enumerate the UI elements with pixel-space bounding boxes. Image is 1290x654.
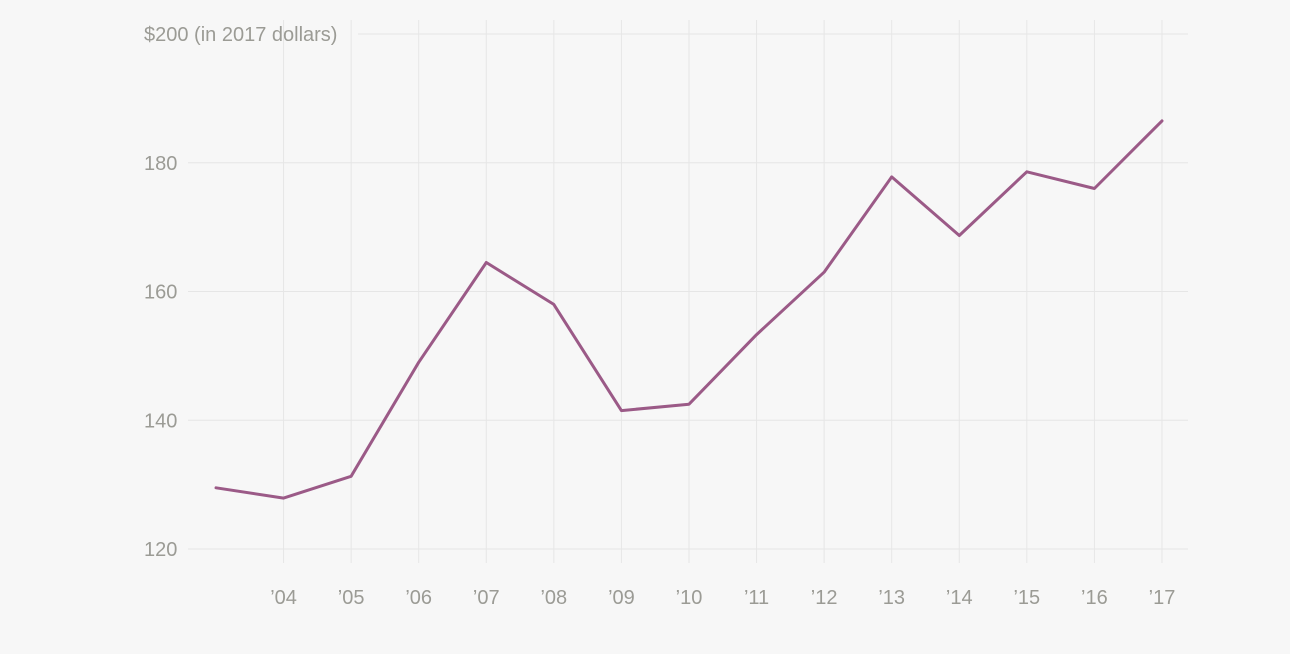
x-tick-label: ’16	[1081, 587, 1108, 609]
x-tick-label: ’07	[473, 587, 500, 609]
x-tick-label: ’06	[405, 587, 432, 609]
x-tick-label: ’09	[608, 587, 635, 609]
x-tick-label: ’11	[744, 587, 769, 609]
y-tick-label: 140	[144, 410, 177, 432]
x-tick-label: ’05	[338, 587, 365, 609]
y-tick-label: 120	[144, 539, 177, 561]
x-tick-label: ’12	[811, 587, 838, 609]
x-axis-ticks: ’04 ’05 ’06 ’07 ’08 ’09 ’10 ’11 ’12 ’13 ’14 ’15 ’16 ’…	[270, 587, 1175, 609]
x-tick-label: ’14	[946, 587, 973, 609]
x-tick-label: ’17	[1149, 587, 1176, 609]
y-tick-label: $200 (in 2017 dollars)	[144, 24, 337, 46]
x-tick-label: ’10	[676, 587, 703, 609]
y-tick-label: 180	[144, 153, 177, 175]
grid	[188, 20, 1188, 563]
x-tick-label: ’08	[540, 587, 567, 609]
x-tick-label: ’04	[270, 587, 297, 609]
x-tick-label: ’15	[1013, 587, 1040, 609]
y-tick-label: 160	[144, 282, 177, 304]
series-layer	[214, 119, 1164, 500]
y-axis-ticks: 120 140 160 180 $200 (in 2017 dollars)	[144, 24, 337, 561]
series-line	[214, 119, 1164, 500]
x-tick-label: ’13	[878, 587, 905, 609]
